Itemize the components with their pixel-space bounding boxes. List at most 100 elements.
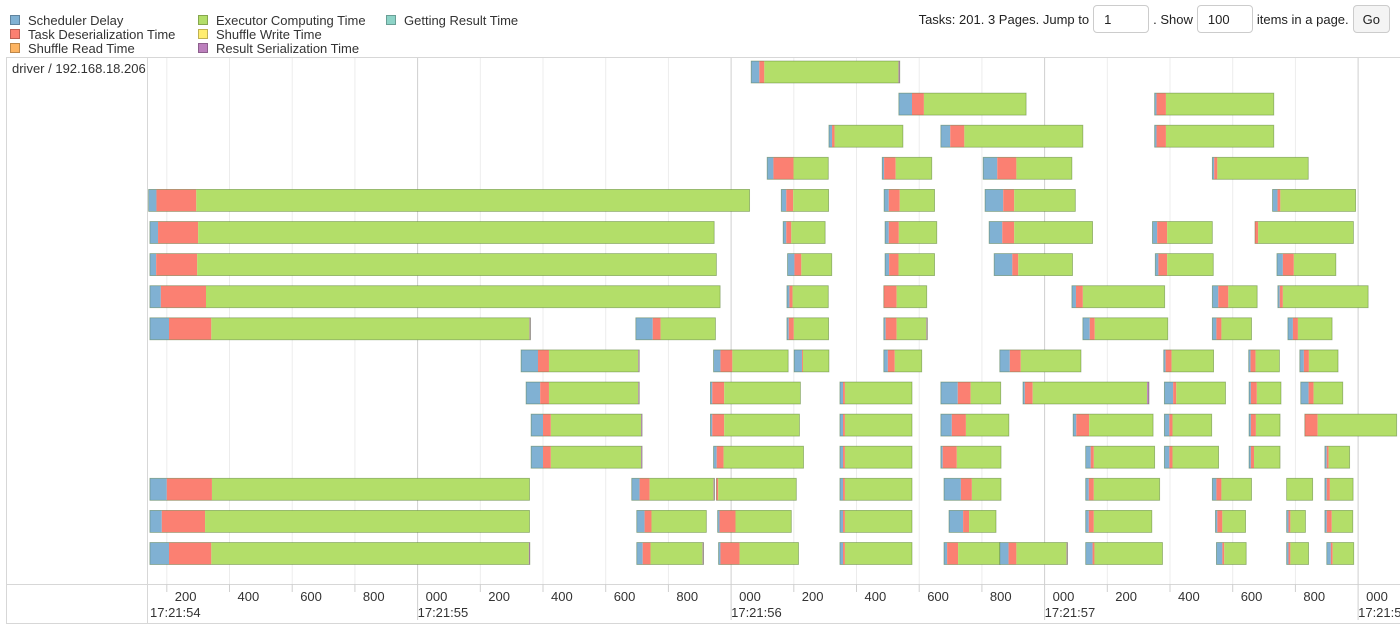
task-bar[interactable]: [839, 445, 913, 469]
task-bar[interactable]: [940, 381, 1002, 405]
task-bar[interactable]: [713, 349, 789, 373]
task-bar[interactable]: [1248, 413, 1281, 437]
task-bar[interactable]: [149, 317, 531, 341]
page-number-input[interactable]: [1093, 5, 1150, 33]
task-bar[interactable]: [149, 285, 721, 309]
task-bar[interactable]: [1277, 285, 1369, 309]
task-bar[interactable]: [839, 477, 913, 501]
task-bar[interactable]: [1286, 542, 1309, 565]
task-bar[interactable]: [1324, 477, 1354, 501]
event-timeline[interactable]: [6, 57, 1400, 624]
task-bar[interactable]: [881, 156, 933, 180]
task-bar[interactable]: [1211, 156, 1309, 180]
task-bar[interactable]: [786, 317, 830, 341]
task-bar[interactable]: [1272, 188, 1357, 212]
task-bar[interactable]: [1163, 413, 1213, 437]
task-bar[interactable]: [948, 509, 997, 533]
task-bar[interactable]: [1163, 445, 1220, 469]
task-bar[interactable]: [943, 542, 1001, 565]
task-bar[interactable]: [750, 60, 901, 84]
task-bar[interactable]: [636, 509, 707, 533]
task-bar[interactable]: [525, 381, 640, 405]
task-bar[interactable]: [1299, 349, 1339, 373]
task-bar[interactable]: [149, 542, 531, 565]
task-bar[interactable]: [1248, 381, 1282, 405]
task-bar[interactable]: [1287, 317, 1333, 341]
task-bar[interactable]: [884, 253, 935, 277]
task-bar[interactable]: [999, 349, 1082, 373]
task-bar[interactable]: [993, 253, 1073, 277]
page-size-input[interactable]: [1196, 5, 1253, 33]
task-bar[interactable]: [149, 509, 530, 533]
task-bar[interactable]: [940, 445, 1002, 469]
task-bar[interactable]: [1211, 317, 1252, 341]
task-bar[interactable]: [635, 317, 716, 341]
task-bar[interactable]: [1163, 381, 1226, 405]
task-bar[interactable]: [793, 349, 830, 373]
task-bar[interactable]: [520, 349, 640, 373]
task-bar[interactable]: [1248, 445, 1281, 469]
task-bar[interactable]: [839, 413, 913, 437]
task-bar[interactable]: [1300, 381, 1344, 405]
task-bar[interactable]: [1276, 253, 1337, 277]
task-bar[interactable]: [984, 188, 1076, 212]
task-bar[interactable]: [883, 317, 928, 341]
task-bar[interactable]: [1324, 445, 1351, 469]
task-bar[interactable]: [149, 253, 717, 277]
task-bar[interactable]: [636, 542, 704, 565]
task-bar[interactable]: [940, 413, 1010, 437]
task-bar[interactable]: [839, 542, 913, 565]
task-bar[interactable]: [1211, 477, 1252, 501]
task-bar[interactable]: [1082, 317, 1169, 341]
task-bar[interactable]: [883, 188, 935, 212]
task-bar[interactable]: [1163, 349, 1214, 373]
task-bar[interactable]: [713, 445, 804, 469]
task-bar[interactable]: [786, 285, 829, 309]
task-bar[interactable]: [1211, 285, 1258, 309]
task-bar[interactable]: [1154, 253, 1214, 277]
task-bar[interactable]: [780, 188, 830, 212]
task-bar[interactable]: [1248, 349, 1280, 373]
task-bar[interactable]: [710, 413, 800, 437]
task-bar[interactable]: [839, 509, 913, 533]
task-bar[interactable]: [1154, 124, 1275, 148]
task-bar[interactable]: [839, 381, 913, 405]
task-bar[interactable]: [717, 509, 792, 533]
task-bar[interactable]: [1152, 221, 1213, 244]
task-bar[interactable]: [999, 542, 1068, 565]
task-bar[interactable]: [988, 221, 1093, 244]
task-bar[interactable]: [1326, 542, 1355, 565]
task-bar[interactable]: [149, 221, 715, 244]
task-bar[interactable]: [766, 156, 829, 180]
task-bar[interactable]: [883, 349, 923, 373]
task-bar[interactable]: [1085, 509, 1153, 533]
task-bar[interactable]: [149, 477, 530, 501]
task-bar[interactable]: [1071, 285, 1166, 309]
task-bar[interactable]: [884, 221, 938, 244]
task-bar[interactable]: [710, 381, 801, 405]
task-bar[interactable]: [787, 253, 833, 277]
task-bar[interactable]: [148, 188, 751, 212]
task-bar[interactable]: [718, 542, 799, 565]
task-bar[interactable]: [782, 221, 826, 244]
task-bar[interactable]: [530, 413, 643, 437]
task-bar[interactable]: [1304, 413, 1398, 437]
task-bar[interactable]: [1085, 477, 1161, 501]
task-bar[interactable]: [1022, 381, 1150, 405]
task-bar[interactable]: [1085, 542, 1163, 565]
task-bar[interactable]: [1216, 542, 1247, 565]
task-bar[interactable]: [1154, 92, 1275, 116]
task-bar[interactable]: [940, 124, 1084, 148]
task-bar[interactable]: [1072, 413, 1154, 437]
task-bar[interactable]: [715, 477, 797, 501]
task-bar[interactable]: [1286, 477, 1314, 501]
task-bar[interactable]: [943, 477, 1002, 501]
task-bar[interactable]: [1254, 221, 1354, 244]
task-bar[interactable]: [1324, 509, 1354, 533]
task-bar[interactable]: [1085, 445, 1156, 469]
task-bar[interactable]: [982, 156, 1073, 180]
task-bar[interactable]: [883, 285, 928, 309]
task-bar[interactable]: [898, 92, 1027, 116]
task-bar[interactable]: [631, 477, 715, 501]
task-bar[interactable]: [530, 445, 643, 469]
